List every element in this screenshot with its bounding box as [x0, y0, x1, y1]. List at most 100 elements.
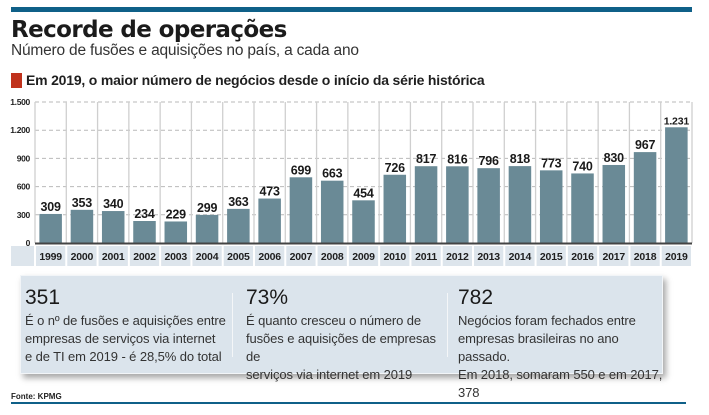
year-cell	[661, 246, 691, 266]
year-cell	[129, 246, 160, 266]
bar-value-label: 353	[72, 196, 93, 210]
bar	[352, 200, 375, 243]
top-rule-right	[330, 7, 692, 12]
bar	[101, 211, 125, 243]
x-tick-label: 2004	[196, 251, 219, 263]
y-tick-label: 1.500	[10, 97, 30, 107]
stat-number: 351	[25, 286, 61, 309]
x-tick-label: 2001	[102, 251, 125, 263]
bar-value-label: 309	[41, 200, 62, 214]
bar	[633, 152, 657, 243]
x-tick-label: 2010	[384, 251, 407, 263]
bottom-rule	[11, 402, 343, 404]
stat-line: É o nº de fusões e aquisições entre	[25, 313, 226, 328]
year-row-stub	[11, 246, 34, 266]
bar	[383, 174, 407, 243]
bar-value-label: 234	[134, 207, 155, 221]
stat-divider	[232, 293, 233, 357]
x-tick-label: 2011	[415, 251, 437, 263]
bar	[414, 166, 438, 243]
bar-value-label: 363	[228, 195, 249, 209]
y-tick-label: 0	[26, 238, 31, 248]
y-tick-label: 1.200	[10, 125, 30, 135]
bar-value-label: 726	[385, 161, 406, 175]
highlight-marker	[11, 72, 22, 88]
bar	[665, 127, 688, 243]
stat-block: 73% É quanto cresceu o número de fusões …	[246, 286, 451, 384]
bar-value-label: 299	[197, 201, 218, 215]
bar	[133, 221, 156, 243]
stat-description: É quanto cresceu o número de fusões e aq…	[246, 312, 451, 384]
x-tick-label: 1999	[39, 251, 62, 263]
bottom-rule-right	[343, 402, 686, 404]
x-tick-label: 2012	[446, 251, 469, 263]
top-rule	[11, 7, 363, 12]
stat-line: fusões e aquisições de empresas de	[246, 331, 436, 364]
x-tick-label: 2016	[571, 251, 594, 263]
x-tick-label: 2017	[603, 251, 626, 263]
year-cell	[223, 246, 253, 266]
x-tick-label: 2002	[133, 251, 156, 263]
bar-value-label: 454	[353, 186, 374, 200]
y-tick-label: 900	[17, 153, 31, 163]
bar	[539, 170, 563, 243]
highlight-line: Em 2019, o maior número de negócios desd…	[11, 72, 485, 88]
stat-line: serviços via internet em 2019	[246, 367, 413, 382]
bar-value-label: 473	[260, 185, 281, 199]
year-cell	[380, 246, 410, 266]
year-cell	[67, 246, 97, 266]
x-tick-label: 2007	[290, 251, 313, 263]
stat-description: É o nº de fusões e aquisições entre empr…	[25, 312, 230, 366]
bar	[320, 180, 344, 243]
bar-value-label: 740	[572, 159, 593, 173]
year-cell	[317, 246, 347, 266]
stat-line: e de TI em 2019 - é 28,5% do total	[25, 349, 222, 364]
stat-description: Negócios foram fechados entre empresas b…	[458, 312, 663, 402]
bar	[508, 166, 532, 243]
x-tick-label: 2000	[71, 251, 94, 263]
bar-value-label: 816	[447, 152, 468, 166]
bar	[571, 173, 594, 243]
year-cell	[192, 246, 222, 266]
x-tick-label: 2009	[352, 251, 375, 263]
y-tick-label: 300	[17, 210, 31, 220]
bar	[602, 164, 626, 243]
year-cell	[255, 246, 285, 266]
stat-divider	[447, 293, 448, 357]
bar-value-label: 1.231	[664, 115, 690, 127]
bar-value-label: 229	[166, 207, 187, 221]
stat-line: empresas brasileiras no ano passado.	[458, 331, 619, 364]
stat-line: Negócios foram fechados entre	[458, 313, 636, 328]
bar-value-label: 830	[604, 151, 625, 165]
x-tick-label: 2013	[477, 251, 500, 263]
year-cell	[536, 246, 566, 266]
bar-value-label: 773	[541, 156, 562, 170]
bar-value-label: 967	[635, 138, 656, 152]
year-cell	[505, 246, 535, 266]
year-cell	[286, 246, 316, 266]
x-tick-label: 2006	[258, 251, 281, 263]
stat-number: 73%	[246, 286, 289, 309]
bar	[289, 177, 313, 243]
x-tick-label: 2005	[227, 251, 250, 263]
stat-line: É quanto cresceu o número de	[246, 313, 421, 328]
bar	[477, 168, 500, 243]
chart-title: Recorde de operações	[11, 17, 287, 43]
year-cell	[442, 246, 472, 266]
year-cell	[474, 246, 504, 266]
stat-block: 351 É o nº de fusões e aquisições entre …	[25, 286, 230, 366]
stat-line: empresas de serviços via internet	[25, 331, 216, 346]
bar-chart: 0 300 600 900 1.200 1.500 309 1999 353 2000 340 200…	[10, 97, 693, 266]
bar	[39, 213, 62, 243]
bar-value-label: 818	[510, 152, 531, 166]
bar	[164, 221, 188, 243]
year-cell	[630, 246, 660, 266]
bar-value-label: 796	[479, 154, 500, 168]
y-tick-label: 600	[17, 182, 31, 192]
stat-line: Em 2018, somaram 550 e em 2017, 378	[458, 367, 663, 400]
stat-number: 782	[458, 286, 494, 309]
x-tick-label: 2008	[321, 251, 344, 263]
year-cell	[98, 246, 128, 266]
bar	[446, 166, 469, 243]
highlight-text: Em 2019, o maior número de negócios desd…	[26, 72, 485, 88]
